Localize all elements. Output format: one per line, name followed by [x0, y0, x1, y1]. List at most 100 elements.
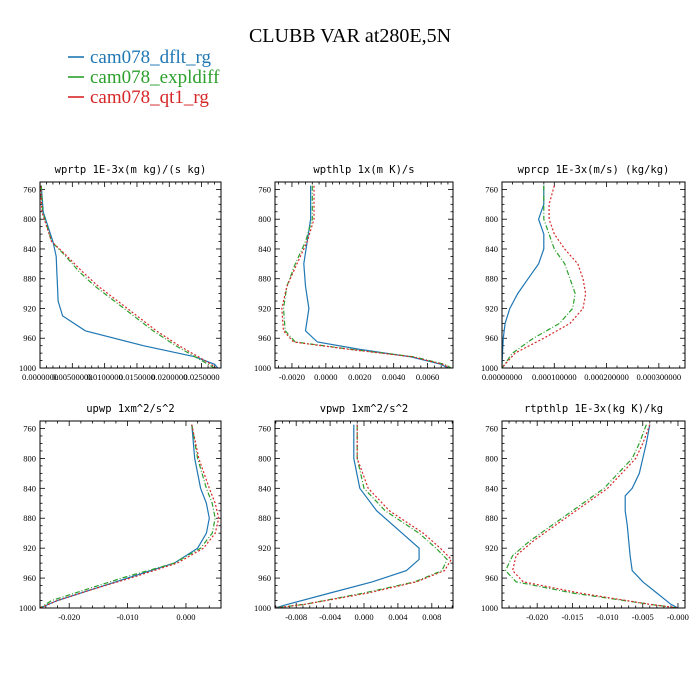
plot-frame [39, 181, 222, 369]
x-tick-label: 0.00000000 [482, 372, 522, 382]
y-tick-label: 800 [485, 214, 498, 224]
y-tick-label: 880 [23, 274, 36, 284]
y-tick-label: 880 [485, 513, 498, 523]
y-tick-label: 960 [258, 333, 271, 343]
x-tick-label: 0.008 [422, 612, 441, 622]
x-tick-label: 0.0000000 [22, 372, 58, 382]
y-tick-label: 760 [258, 423, 271, 433]
x-tick-label: -0.010 [117, 612, 139, 622]
panel-1: wprtp 1E-3x(m kg)/(s kg) 760 800 840 880 920 9… [19, 164, 222, 382]
y-tick-label: 920 [23, 303, 36, 313]
panel-title: vpwp 1xm^2/s^2 [320, 403, 409, 415]
x-tick-label: 0.0000 [314, 372, 337, 382]
x-tick-label: 0.0020 [348, 372, 371, 382]
y-tick-label: 840 [485, 483, 498, 493]
y-tick-label: 760 [485, 423, 498, 433]
y-tick-label: 920 [485, 543, 498, 553]
y-tick-label: 840 [23, 244, 36, 254]
y-tick-label: 760 [258, 184, 271, 194]
panel-title: wpthlp 1x(m K)/s [313, 164, 414, 176]
panel-title: rtpthlp 1E-3x(kg K)/kg [524, 403, 663, 415]
y-tick-label: 1000 [254, 603, 271, 613]
series-line-3 [281, 185, 450, 368]
series-line-3 [40, 424, 220, 608]
y-tick-label: 920 [258, 303, 271, 313]
y-tick-label: 760 [23, 423, 36, 433]
plot-frame [39, 420, 222, 609]
y-tick-label: 760 [23, 184, 36, 194]
y-tick-label: 1000 [481, 363, 498, 373]
legend-label-expldiff: cam078_expldiff [90, 67, 220, 88]
series-line-1 [275, 424, 420, 608]
panel-title: wprtp 1E-3x(m kg)/(s kg) [55, 164, 207, 176]
panels: wprtp 1E-3x(m kg)/(s kg) 760 800 840 880 920 9… [19, 164, 689, 622]
legend-label-dflt: cam078_dflt_rg [90, 47, 212, 68]
panel-2: wpthlp 1x(m K)/s 760 800 840 880 920 960 1000 -0… [254, 164, 454, 382]
panel-title: upwp 1xm^2/s^2 [86, 403, 175, 415]
x-tick-label: 0.0060 [416, 372, 439, 382]
x-tick-label: -0.020 [58, 612, 80, 622]
panel-3: wprcp 1E-3x(m/s) (kg/kg) 760 800 840 880 920 9… [481, 164, 686, 382]
y-tick-label: 960 [485, 573, 498, 583]
legend: cam078_dflt_rg cam078_expldiff cam078_qt… [68, 47, 220, 108]
x-tick-label: 0.000 [176, 612, 195, 622]
series-line-2 [40, 424, 216, 608]
y-tick-label: 1000 [254, 363, 271, 373]
y-tick-label: 880 [258, 513, 271, 523]
x-tick-label: 0.004 [388, 612, 408, 622]
series-line-3 [275, 424, 453, 608]
plot-frame [274, 181, 454, 369]
series-line-1 [624, 424, 679, 608]
y-tick-label: 1000 [481, 603, 498, 613]
y-tick-label: 1000 [19, 603, 36, 613]
x-tick-label: 0.0250000 [184, 372, 220, 382]
y-tick-label: 920 [258, 543, 271, 553]
y-tick-label: 800 [23, 453, 36, 463]
x-tick-label: 0.0150000 [119, 372, 155, 382]
panel-5: vpwp 1xm^2/s^2 760 800 840 880 920 960 1000 -0.0… [254, 403, 454, 622]
x-tick-label: -0.0020 [279, 372, 305, 382]
x-tick-label: 0.0040 [382, 372, 405, 382]
y-tick-label: 880 [23, 513, 36, 523]
x-tick-label: 0.0200000 [151, 372, 187, 382]
y-tick-label: 800 [258, 453, 271, 463]
panel-4: upwp 1xm^2/s^2 760 800 840 880 920 960 1000 -0.0… [19, 403, 222, 622]
y-tick-label: 960 [23, 333, 36, 343]
plot-frame [501, 181, 686, 369]
y-tick-label: 800 [258, 214, 271, 224]
y-tick-label: 960 [23, 573, 36, 583]
series-line-1 [502, 185, 545, 368]
x-tick-label: 0.0100000 [87, 372, 123, 382]
x-tick-label: -0.020 [526, 612, 548, 622]
x-tick-label: -0.010 [597, 612, 619, 622]
y-tick-label: 880 [485, 274, 498, 284]
y-tick-label: 800 [23, 214, 36, 224]
y-tick-label: 840 [23, 483, 36, 493]
x-tick-label: -0.000 [667, 612, 689, 622]
x-tick-label: 0.00500000 [52, 372, 92, 382]
x-tick-label: 0.000100000 [532, 372, 577, 382]
y-tick-label: 880 [258, 274, 271, 284]
figure-title: CLUBB VAR at280E,5N [249, 25, 451, 47]
x-tick-label: -0.008 [285, 612, 307, 622]
series-line-3 [511, 424, 679, 608]
x-tick-label: 0.000 [354, 612, 373, 622]
series-line-2 [504, 424, 679, 608]
y-tick-label: 1000 [19, 363, 36, 373]
y-tick-label: 960 [258, 573, 271, 583]
panel-6: rtpthlp 1E-3x(kg K)/kg 760 800 840 880 920 960… [481, 403, 689, 622]
series-line-3 [502, 185, 587, 368]
x-tick-label: 0.000300000 [637, 372, 682, 382]
y-tick-label: 840 [485, 244, 498, 254]
y-tick-label: 840 [258, 244, 271, 254]
x-tick-label: -0.004 [319, 612, 342, 622]
panel-title: wprcp 1E-3x(m/s) (kg/kg) [518, 164, 670, 176]
legend-label-qt1: cam078_qt1_rg [90, 87, 209, 108]
y-tick-label: 920 [23, 543, 36, 553]
series-line-2 [502, 185, 576, 368]
x-tick-label: 0.000200000 [584, 372, 629, 382]
y-tick-label: 960 [485, 333, 498, 343]
y-tick-label: 760 [485, 184, 498, 194]
